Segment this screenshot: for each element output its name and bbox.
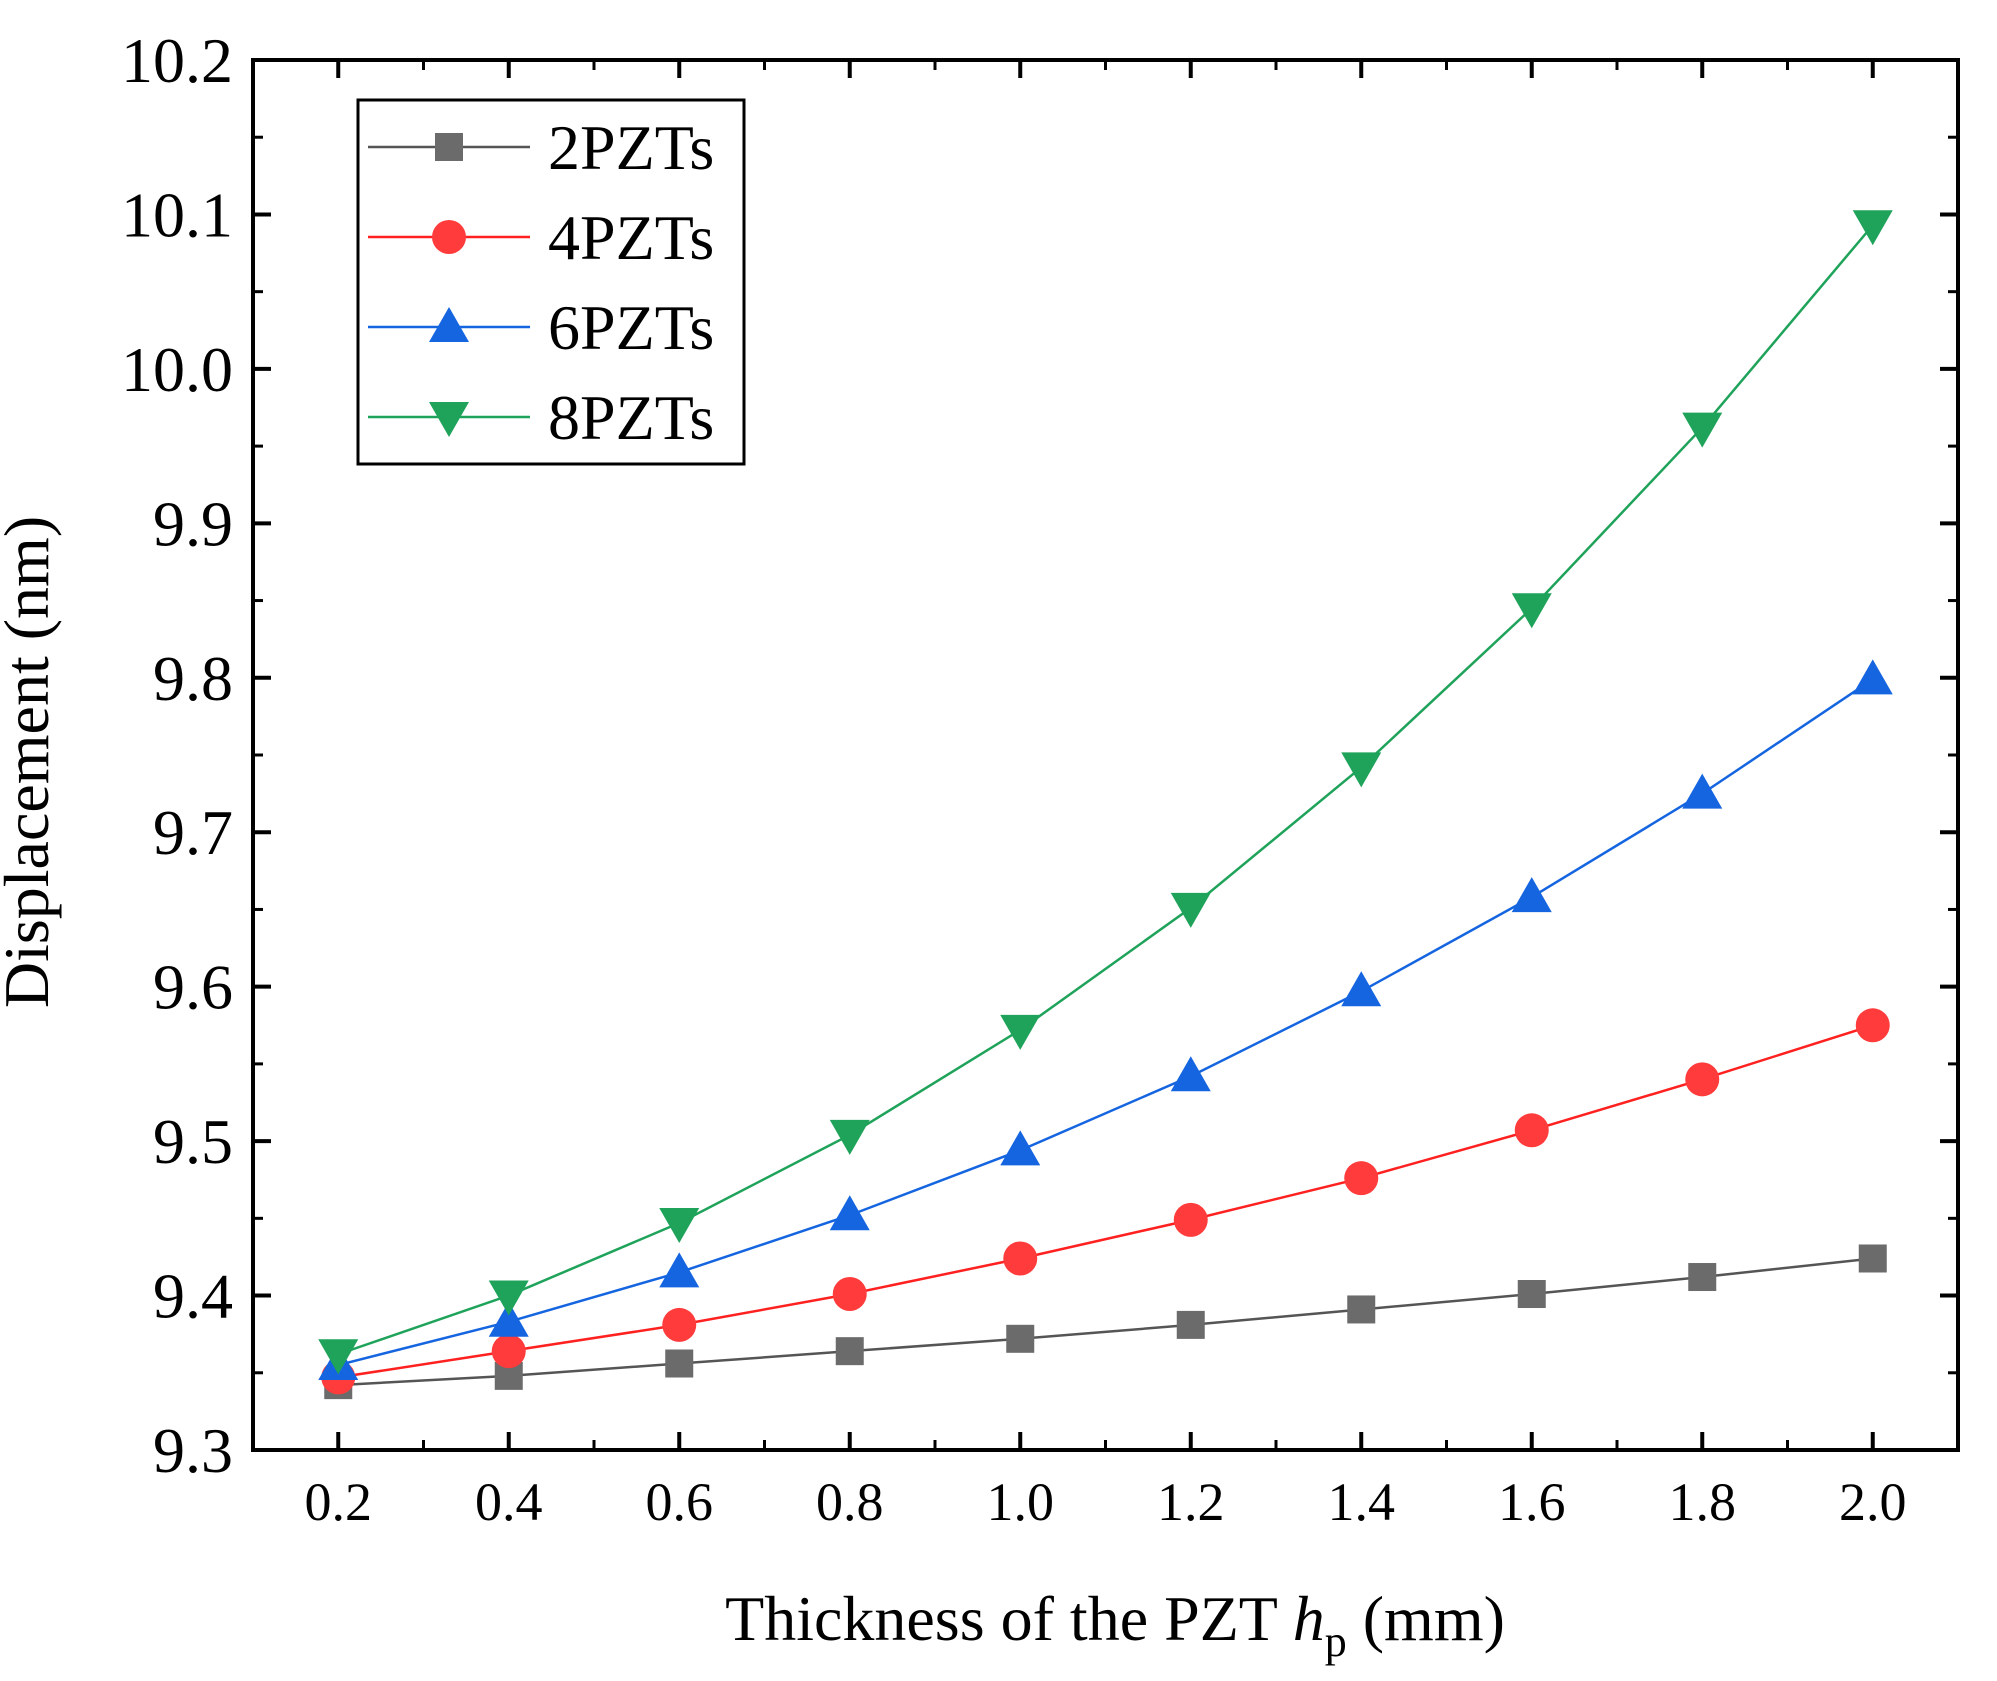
legend-label: 4PZTs bbox=[548, 202, 714, 273]
data-point-6PZTs bbox=[1341, 971, 1382, 1007]
data-point-8PZTs bbox=[659, 1207, 700, 1243]
series-line-2PZTs bbox=[338, 1257, 1873, 1387]
y-axis-label: Displacement (nm) bbox=[0, 516, 62, 1008]
data-point-4PZTs bbox=[662, 1307, 697, 1342]
data-point-6PZTs bbox=[1000, 1130, 1041, 1166]
x-tick-labels: 0.2 0.4 0.6 0.8 1.0 1.2 1.4 1.6 1.8 2.0 bbox=[305, 1472, 1907, 1532]
legend-marker bbox=[429, 307, 469, 342]
y-tick-label: 9.8 bbox=[153, 643, 233, 714]
data-point-6PZTs bbox=[1170, 1056, 1211, 1092]
y-tick-label: 10.2 bbox=[121, 25, 233, 96]
series-line-8PZTs bbox=[337, 224, 1874, 1356]
x-tick-label: 1.6 bbox=[1498, 1472, 1566, 1532]
data-point-2PZTs bbox=[1858, 1244, 1887, 1273]
data-point-2PZTs bbox=[1688, 1263, 1717, 1292]
series-layer bbox=[318, 210, 1893, 1400]
data-point-4PZTs bbox=[1003, 1241, 1038, 1276]
data-point-4PZTs bbox=[491, 1334, 526, 1369]
data-point-6PZTs bbox=[659, 1252, 700, 1288]
data-point-6PZTs bbox=[1852, 659, 1893, 695]
legend-label: 8PZTs bbox=[548, 382, 714, 453]
legend-items: 2PZTs 4PZTs 6PZTs 8PZTs bbox=[368, 112, 714, 453]
y-tick-label: 9.9 bbox=[153, 488, 233, 559]
y-tick-label: 9.5 bbox=[153, 1106, 233, 1177]
x-axis-label: Thickness of the PZT hp (mm) bbox=[725, 1583, 1505, 1666]
data-point-2PZTs bbox=[1517, 1280, 1546, 1309]
data-point-8PZTs bbox=[488, 1280, 529, 1316]
data-point-4PZTs bbox=[1685, 1062, 1720, 1097]
legend-marker bbox=[435, 133, 463, 161]
series-6PZTs bbox=[318, 659, 1893, 1381]
data-point-4PZTs bbox=[832, 1277, 867, 1312]
series-line-6PZTs bbox=[337, 678, 1874, 1367]
data-point-8PZTs bbox=[1511, 593, 1552, 629]
x-tick-label: 0.4 bbox=[475, 1472, 543, 1532]
data-point-2PZTs bbox=[835, 1337, 864, 1366]
series-line-4PZTs bbox=[338, 1024, 1874, 1379]
data-point-8PZTs bbox=[1000, 1014, 1041, 1050]
data-point-8PZTs bbox=[1852, 210, 1893, 246]
data-point-2PZTs bbox=[665, 1349, 694, 1378]
data-point-4PZTs bbox=[1173, 1202, 1208, 1237]
legend-label: 2PZTs bbox=[548, 112, 714, 183]
data-point-2PZTs bbox=[1347, 1295, 1376, 1324]
data-point-6PZTs bbox=[1682, 773, 1723, 809]
y-tick-label: 10.0 bbox=[121, 334, 233, 405]
x-tick-label: 1.4 bbox=[1328, 1472, 1396, 1532]
data-point-6PZTs bbox=[1511, 877, 1552, 913]
legend-box bbox=[356, 98, 746, 466]
x-tick-label: 0.2 bbox=[305, 1472, 373, 1532]
data-point-4PZTs bbox=[1514, 1113, 1549, 1148]
legend-item-2PZTs: 2PZTs bbox=[368, 112, 714, 183]
data-point-2PZTs bbox=[1006, 1324, 1035, 1353]
series-8PZTs bbox=[318, 210, 1893, 1375]
data-point-8PZTs bbox=[829, 1119, 870, 1155]
x-tick-label: 1.8 bbox=[1669, 1472, 1737, 1532]
legend-item-8PZTs: 8PZTs bbox=[368, 382, 714, 453]
y-tick-label: 9.6 bbox=[153, 952, 233, 1023]
data-point-6PZTs bbox=[488, 1301, 529, 1337]
y-tick-label: 9.3 bbox=[153, 1415, 233, 1486]
x-tick-label: 0.6 bbox=[646, 1472, 714, 1532]
legend-marker bbox=[429, 402, 469, 437]
legend-item-4PZTs: 4PZTs bbox=[368, 202, 714, 273]
data-point-2PZTs bbox=[1176, 1310, 1205, 1339]
legend-label: 6PZTs bbox=[548, 292, 714, 363]
x-tick-label: 1.0 bbox=[987, 1472, 1055, 1532]
y-tick-labels: 9.3 9.4 9.5 9.6 9.7 9.8 9.9 10.0 10.1 10.2 bbox=[121, 25, 233, 1486]
data-point-4PZTs bbox=[1855, 1008, 1890, 1043]
x-tick-label: 1.2 bbox=[1157, 1472, 1225, 1532]
y-tick-label: 9.7 bbox=[153, 797, 233, 868]
y-tick-label: 10.1 bbox=[121, 179, 233, 250]
data-point-8PZTs bbox=[318, 1339, 359, 1375]
legend-item-6PZTs: 6PZTs bbox=[368, 292, 714, 363]
legend-marker bbox=[432, 220, 466, 254]
data-point-8PZTs bbox=[1682, 412, 1723, 448]
x-tick-label: 0.8 bbox=[816, 1472, 884, 1532]
data-point-8PZTs bbox=[1341, 752, 1382, 788]
y-tick-label: 9.4 bbox=[153, 1261, 233, 1332]
data-point-8PZTs bbox=[1170, 892, 1211, 928]
series-4PZTs bbox=[321, 1008, 1890, 1395]
data-point-6PZTs bbox=[829, 1195, 870, 1231]
x-tick-label: 2.0 bbox=[1839, 1472, 1907, 1532]
plot-frame bbox=[251, 58, 1960, 1452]
legend: 2PZTs 4PZTs 6PZTs 8PZTs bbox=[356, 98, 746, 466]
data-point-4PZTs bbox=[1344, 1161, 1379, 1196]
